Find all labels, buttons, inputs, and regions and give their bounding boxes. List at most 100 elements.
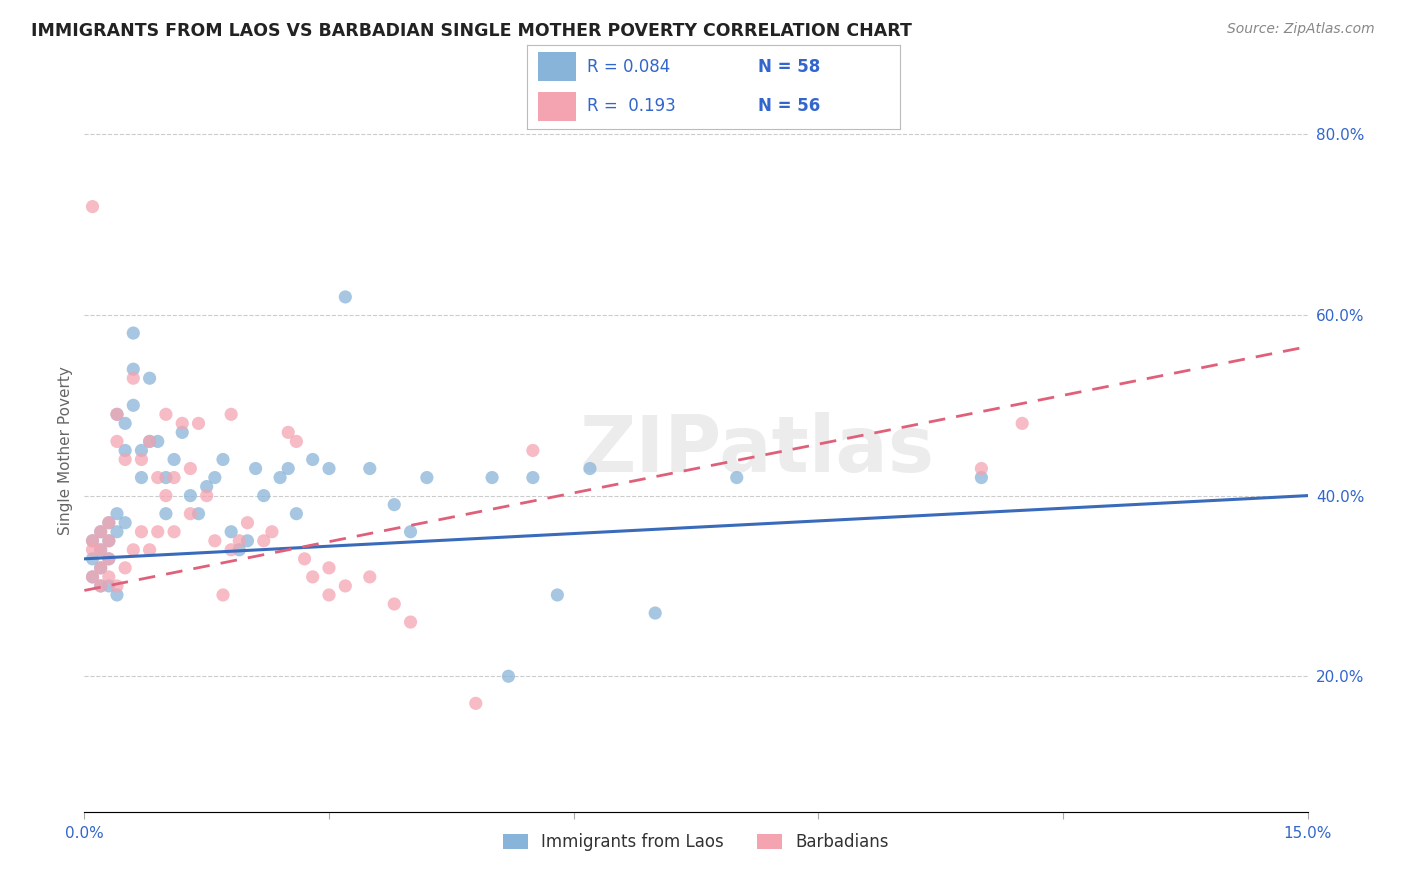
Point [644, 606, 666, 620]
Point [90, 579, 112, 593]
Point [522, 470, 544, 484]
Legend: Immigrants from Laos, Barbadians: Immigrants from Laos, Barbadians [496, 826, 896, 857]
Point [253, 489, 276, 503]
Point [105, 407, 128, 422]
Point [82, 533, 104, 548]
FancyBboxPatch shape [538, 53, 575, 81]
Point [725, 470, 748, 484]
Text: N = 58: N = 58 [758, 58, 821, 76]
Point [187, 417, 209, 431]
Point [82, 542, 104, 557]
Point [219, 542, 242, 557]
Point [318, 461, 340, 475]
Point [105, 407, 128, 422]
Point [90, 542, 112, 557]
Point [155, 407, 177, 422]
Point [399, 615, 422, 629]
Point [172, 425, 194, 440]
Point [481, 470, 503, 484]
Text: Source: ZipAtlas.com: Source: ZipAtlas.com [1227, 22, 1375, 37]
Point [105, 507, 128, 521]
Point [301, 452, 323, 467]
Point [105, 588, 128, 602]
Point [155, 470, 177, 484]
Point [522, 443, 544, 458]
Point [204, 533, 226, 548]
Point [82, 551, 104, 566]
Point [97, 570, 120, 584]
Point [146, 470, 169, 484]
Point [277, 425, 299, 440]
Point [131, 443, 153, 458]
Point [335, 579, 357, 593]
Point [498, 669, 520, 683]
Point [97, 516, 120, 530]
Point [138, 542, 160, 557]
Point [114, 561, 136, 575]
Point [212, 588, 235, 602]
Point [269, 470, 291, 484]
Point [1011, 417, 1033, 431]
Point [90, 579, 112, 593]
Point [195, 480, 218, 494]
Point [179, 507, 201, 521]
Point [212, 452, 235, 467]
Point [245, 461, 267, 475]
Y-axis label: Single Mother Poverty: Single Mother Poverty [58, 366, 73, 535]
Point [285, 434, 308, 449]
Point [359, 461, 381, 475]
Text: IMMIGRANTS FROM LAOS VS BARBADIAN SINGLE MOTHER POVERTY CORRELATION CHART: IMMIGRANTS FROM LAOS VS BARBADIAN SINGLE… [31, 22, 912, 40]
Point [122, 398, 145, 412]
Point [285, 507, 308, 521]
Point [236, 516, 259, 530]
Point [114, 417, 136, 431]
Point [219, 524, 242, 539]
Point [253, 533, 276, 548]
Point [97, 551, 120, 566]
Text: ZIPatlas: ZIPatlas [579, 412, 935, 489]
Point [146, 524, 169, 539]
Point [97, 579, 120, 593]
Point [163, 470, 186, 484]
Point [294, 551, 316, 566]
Point [187, 507, 209, 521]
Point [219, 407, 242, 422]
Text: R =  0.193: R = 0.193 [586, 97, 676, 115]
Point [97, 551, 120, 566]
Point [579, 461, 602, 475]
Point [82, 200, 104, 214]
Point [236, 533, 259, 548]
Point [163, 452, 186, 467]
Point [155, 507, 177, 521]
Point [970, 461, 993, 475]
Point [122, 371, 145, 385]
Point [114, 452, 136, 467]
Point [260, 524, 283, 539]
Point [155, 489, 177, 503]
Point [138, 434, 160, 449]
Point [464, 696, 486, 710]
Text: N = 56: N = 56 [758, 97, 821, 115]
Point [131, 452, 153, 467]
Point [97, 533, 120, 548]
Point [382, 498, 405, 512]
Point [105, 434, 128, 449]
Point [195, 489, 218, 503]
Point [146, 434, 169, 449]
Point [416, 470, 439, 484]
Point [114, 516, 136, 530]
Point [82, 570, 104, 584]
Point [105, 524, 128, 539]
Point [970, 470, 993, 484]
Point [82, 570, 104, 584]
Point [382, 597, 405, 611]
Point [399, 524, 422, 539]
Point [335, 290, 357, 304]
Point [318, 561, 340, 575]
Point [172, 417, 194, 431]
Point [228, 533, 250, 548]
Point [546, 588, 568, 602]
Point [163, 524, 186, 539]
Point [228, 542, 250, 557]
Point [122, 542, 145, 557]
